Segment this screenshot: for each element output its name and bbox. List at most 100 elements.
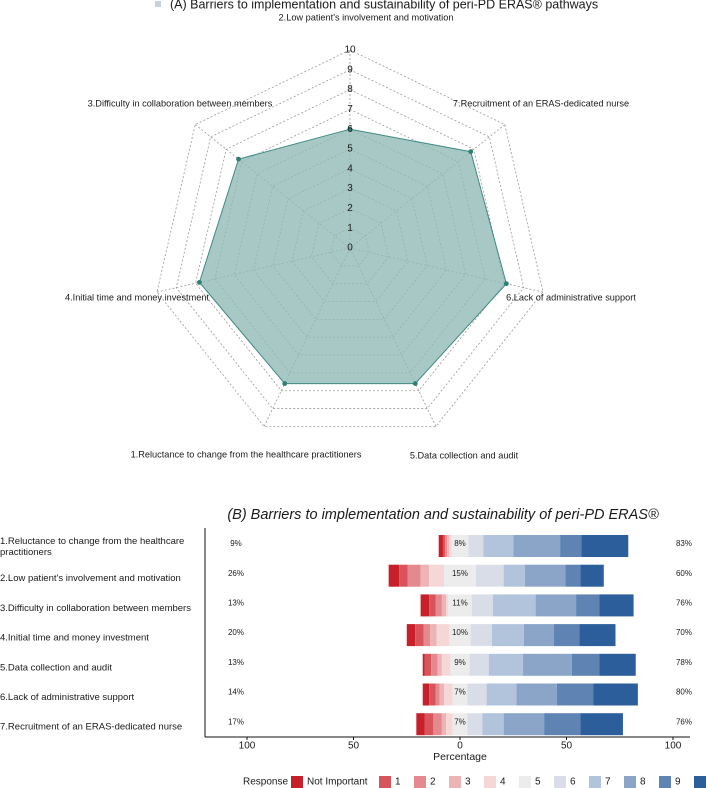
radar-area	[198, 128, 507, 385]
likert-bar-segment	[524, 564, 566, 587]
likert-left-percent: 13%	[228, 599, 244, 608]
radar-tick-label: 9	[347, 64, 353, 75]
likert-bar-segment	[579, 624, 616, 647]
likert-bar-segment	[475, 564, 504, 587]
likert-bar-segment	[580, 564, 604, 587]
radar-point	[347, 126, 353, 132]
radar-axis-label: 2.Low patient's involvement and motivati…	[279, 12, 454, 22]
likert-bar-segment	[399, 564, 408, 587]
radar-point	[412, 381, 418, 386]
likert-left-percent: 26%	[228, 569, 244, 578]
title-marker-icon	[155, 1, 161, 7]
likert-bar-segment	[446, 594, 449, 617]
likert-bar-segment	[429, 564, 445, 587]
likert-title: (B) Barriers to implementation and susta…	[227, 507, 659, 523]
radar-tick-label: 10	[344, 45, 356, 56]
likert-left-percent: 9%	[230, 539, 242, 548]
likert-bar-segment	[488, 653, 523, 676]
likert-right-percent: 60%	[676, 569, 692, 578]
likert-bar-segment	[467, 713, 483, 736]
likert-bar-segment	[450, 653, 470, 676]
likert-bar-segment	[441, 653, 451, 676]
likert-bar-segment	[441, 594, 447, 617]
likert-bar-segment	[516, 683, 557, 706]
likert-right-percent: 78%	[676, 658, 692, 667]
likert-neutral-percent: 7%	[454, 717, 466, 726]
likert-right-percent: 76%	[676, 599, 692, 608]
likert-bar-segment	[469, 653, 489, 676]
likert-bar-segment	[452, 713, 468, 736]
legend-swatch	[414, 776, 426, 788]
likert-bar-segment	[435, 594, 442, 617]
radar-tick-label: 4	[347, 163, 353, 174]
likert-x-tick-label: 0	[457, 741, 463, 752]
likert-neutral-percent: 11%	[452, 599, 467, 608]
likert-bar-segment	[581, 535, 629, 557]
likert-bar-segment	[447, 535, 450, 557]
likert-bar-segment	[576, 594, 600, 617]
legend-label: Not Important	[307, 777, 368, 788]
likert-x-tick-label: 100	[239, 741, 256, 752]
radar-tick-label: 6	[347, 124, 353, 135]
likert-right-percent: 76%	[676, 717, 692, 726]
likert-bar-segment	[422, 653, 425, 676]
likert-panel: (B) Barriers to implementation and susta…	[0, 507, 706, 788]
likert-bar-segment	[435, 683, 440, 706]
likert-bar-segment	[444, 683, 453, 706]
likert-row-label: 1.Reluctance to change from the healthca…	[0, 536, 184, 558]
legend-label: 6	[570, 777, 576, 788]
likert-bar-segment	[523, 624, 554, 647]
likert-right-percent: 83%	[676, 539, 692, 548]
radar-point	[503, 281, 509, 287]
likert-left-percent: 14%	[228, 688, 244, 697]
likert-bar-segment	[535, 594, 577, 617]
likert-bar-segment	[451, 535, 469, 557]
likert-bar-segment	[424, 653, 432, 676]
legend-swatch	[449, 776, 461, 788]
likert-left-percent: 17%	[228, 717, 244, 726]
likert-bar-segment	[420, 564, 430, 587]
likert-bar-segment	[424, 713, 434, 736]
likert-bar-segment	[430, 624, 437, 647]
likert-bar-segment	[422, 683, 430, 706]
likert-bar-segment	[388, 564, 400, 587]
likert-bar-segment	[571, 653, 600, 676]
likert-bar-segment	[482, 713, 504, 736]
likert-bar-segment	[449, 535, 452, 557]
likert-bar-segment	[491, 624, 524, 647]
legend-title: Response	[243, 777, 288, 788]
likert-row-label: 5.Data collection and audit	[0, 662, 112, 673]
likert-bar-segment	[444, 564, 476, 587]
likert-bar-segment	[446, 713, 453, 736]
likert-bar-segment	[406, 624, 416, 647]
radar-point	[236, 156, 241, 162]
likert-bar-segment	[415, 624, 424, 647]
legend-label: 5	[535, 777, 541, 788]
likert-bar-segment	[423, 624, 431, 647]
likert-bar-segment	[565, 564, 581, 587]
radar-grid-ring	[195, 89, 505, 392]
likert-bar-segment	[503, 713, 545, 736]
likert-right-percent: 80%	[676, 688, 692, 697]
radar-tick-label: 5	[347, 144, 353, 155]
legend-label: 3	[465, 777, 471, 788]
likert-x-axis-label: Percentage	[433, 751, 487, 763]
radar-point	[197, 279, 202, 285]
legend-label: 4	[500, 777, 506, 788]
likert-row-label: 4.Initial time and money investment	[0, 633, 149, 644]
legend-swatch	[291, 776, 303, 788]
radar-axis-label: 7.Recruitment of an ERAS-dedicated nurse	[453, 98, 629, 108]
likert-right-percent: 70%	[676, 628, 692, 637]
radar-title: (A) Barriers to implementation and susta…	[170, 0, 598, 11]
legend-swatch	[519, 776, 531, 788]
likert-bar-segment	[452, 683, 468, 706]
likert-bar-segment	[407, 564, 421, 587]
likert-left-percent: 13%	[228, 658, 244, 667]
likert-bar-segment	[429, 594, 436, 617]
likert-bar-segment	[599, 653, 636, 676]
radar-point	[468, 149, 474, 155]
likert-bar-segment	[470, 624, 492, 647]
likert-bar-segment	[445, 535, 448, 557]
